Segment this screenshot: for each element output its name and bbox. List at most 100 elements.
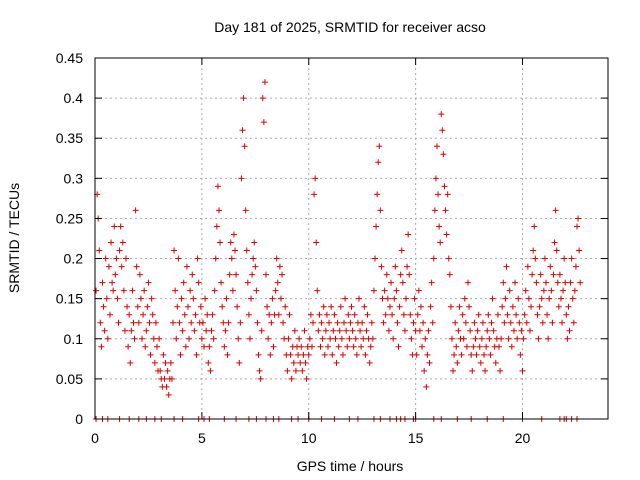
data-point bbox=[290, 359, 297, 366]
data-point bbox=[367, 343, 374, 350]
data-point bbox=[394, 319, 401, 326]
data-point bbox=[342, 295, 349, 302]
data-point bbox=[180, 279, 187, 286]
data-point bbox=[366, 359, 373, 366]
data-point bbox=[258, 327, 265, 334]
data-point bbox=[132, 207, 139, 214]
data-point bbox=[364, 311, 371, 318]
data-point bbox=[171, 247, 178, 254]
data-point bbox=[488, 319, 495, 326]
data-point bbox=[460, 335, 467, 342]
data-point bbox=[343, 327, 350, 334]
data-point bbox=[378, 263, 385, 270]
data-point bbox=[297, 359, 304, 366]
data-point bbox=[448, 335, 455, 342]
data-point bbox=[237, 319, 244, 326]
data-point bbox=[320, 303, 327, 310]
data-point bbox=[310, 319, 317, 326]
data-point bbox=[98, 343, 105, 350]
data-point bbox=[431, 207, 438, 214]
x-tick-labels: 0 5 10 15 20 bbox=[91, 430, 530, 446]
data-point bbox=[96, 247, 103, 254]
data-point bbox=[380, 319, 387, 326]
data-point bbox=[525, 295, 532, 302]
data-point bbox=[192, 311, 199, 318]
data-point bbox=[512, 279, 519, 286]
data-point bbox=[175, 255, 182, 262]
data-point bbox=[197, 303, 204, 310]
y-tick-label: 0.45 bbox=[56, 50, 83, 66]
data-point bbox=[195, 279, 202, 286]
data-point bbox=[386, 303, 393, 310]
data-point bbox=[563, 311, 570, 318]
data-point bbox=[238, 175, 245, 182]
data-point bbox=[417, 303, 424, 310]
data-point bbox=[506, 287, 513, 294]
data-point bbox=[494, 311, 501, 318]
data-point bbox=[260, 119, 267, 126]
data-point bbox=[446, 271, 453, 278]
x-tick-label: 5 bbox=[198, 430, 206, 446]
data-point bbox=[536, 303, 543, 310]
data-point bbox=[351, 311, 358, 318]
data-point bbox=[543, 279, 550, 286]
data-point bbox=[264, 303, 271, 310]
data-point bbox=[135, 319, 142, 326]
data-point bbox=[217, 239, 224, 246]
data-point bbox=[331, 311, 338, 318]
data-point bbox=[125, 343, 132, 350]
data-point bbox=[230, 231, 237, 238]
data-point bbox=[202, 295, 209, 302]
data-point bbox=[559, 319, 566, 326]
data-point bbox=[257, 375, 264, 382]
data-point bbox=[400, 311, 407, 318]
data-point bbox=[286, 311, 293, 318]
data-point bbox=[547, 263, 554, 270]
data-point bbox=[153, 343, 160, 350]
data-point bbox=[381, 287, 388, 294]
data-point bbox=[100, 303, 107, 310]
data-point bbox=[228, 255, 235, 262]
data-point bbox=[487, 351, 494, 358]
data-point bbox=[261, 79, 268, 86]
data-point bbox=[428, 279, 435, 286]
data-point bbox=[514, 335, 521, 342]
data-point bbox=[224, 351, 231, 358]
chart-title: Day 181 of 2025, SRMTID for receiver acs… bbox=[214, 19, 486, 35]
data-point bbox=[235, 335, 242, 342]
data-point bbox=[118, 263, 125, 270]
data-point bbox=[481, 351, 488, 358]
x-tick-label: 0 bbox=[91, 430, 99, 446]
data-point bbox=[566, 327, 573, 334]
data-point bbox=[459, 311, 466, 318]
data-point bbox=[229, 287, 236, 294]
data-point bbox=[447, 303, 454, 310]
data-point bbox=[232, 247, 239, 254]
data-point bbox=[151, 359, 158, 366]
data-point bbox=[555, 303, 562, 310]
data-point bbox=[142, 343, 149, 350]
data-point bbox=[223, 295, 230, 302]
y-tick-label: 0.15 bbox=[56, 291, 83, 307]
data-point bbox=[115, 319, 122, 326]
data-point bbox=[157, 367, 164, 374]
data-point bbox=[337, 303, 344, 310]
data-point bbox=[219, 303, 226, 310]
data-point bbox=[150, 335, 157, 342]
data-point bbox=[519, 367, 526, 374]
data-point bbox=[508, 343, 515, 350]
data-point bbox=[267, 351, 274, 358]
data-point bbox=[425, 327, 432, 334]
data-point bbox=[389, 311, 396, 318]
data-point bbox=[203, 327, 210, 334]
data-point bbox=[399, 279, 406, 286]
data-point bbox=[112, 271, 119, 278]
data-point bbox=[316, 311, 323, 318]
data-point bbox=[121, 327, 128, 334]
data-point bbox=[472, 335, 479, 342]
data-point bbox=[288, 375, 295, 382]
data-point bbox=[149, 311, 156, 318]
data-point bbox=[305, 351, 312, 358]
data-point bbox=[515, 295, 522, 302]
data-point bbox=[479, 319, 486, 326]
